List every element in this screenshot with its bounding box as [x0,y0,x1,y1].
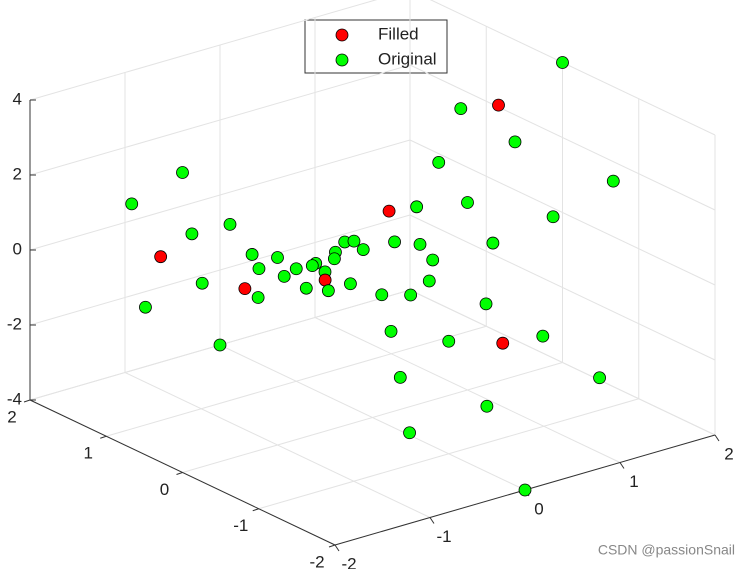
y-tick [176,472,183,475]
y-tick [328,544,336,548]
point [195,276,209,290]
point [403,426,416,440]
point [185,227,199,241]
x-tick [429,517,435,524]
point [393,371,407,384]
point [454,102,468,116]
point [536,329,550,343]
y-tick [100,435,107,439]
legend-marker [335,53,349,67]
point [480,399,494,413]
point [422,274,436,288]
point [299,281,313,295]
y-tick-label: 0 [160,480,169,499]
grid-line [182,362,563,473]
point [479,297,493,311]
legend-box [304,19,448,74]
point [413,237,427,251]
point [327,252,341,266]
point [388,235,401,249]
point [382,204,396,218]
point [356,243,370,257]
x-tick-label: -2 [341,554,356,569]
y-tick [23,399,31,403]
grid-line [409,214,716,361]
z-tick-label: -2 [7,314,22,333]
point [556,56,569,69]
x-tick [619,462,625,469]
x-tick [714,434,720,442]
point [238,282,252,296]
y-tick [252,508,259,512]
y-tick-label: -1 [233,516,248,535]
grid-line [29,214,411,326]
grid-line [29,139,411,251]
point [496,336,510,350]
z-tick-label: 4 [13,89,22,108]
point [305,259,319,273]
point [252,262,266,276]
point [486,236,500,250]
z-tick-label: -4 [7,389,22,408]
point [223,217,237,231]
point [375,288,389,302]
point [518,483,532,497]
y-tick-label: 1 [84,444,93,463]
point [432,156,446,169]
z-tick-label: 2 [13,164,22,183]
point [125,197,139,211]
grid-line [29,0,378,101]
point [344,277,357,291]
point [593,371,606,385]
watermark: CSDN @passionSnail [598,542,735,558]
point [442,334,456,348]
point [546,210,560,224]
y-tick-label: -2 [309,552,324,569]
legend-label: Filled [378,24,419,43]
point [426,253,440,267]
grid-line [258,398,639,510]
x-tick [334,544,340,552]
point [347,234,361,248]
grid-line [106,325,487,437]
grid-line [409,139,716,286]
point [271,251,284,264]
grid-line [29,64,411,176]
x-tick-label: 2 [724,444,733,463]
point [508,135,522,149]
point [492,98,505,112]
point [176,166,189,179]
point [139,300,152,314]
legend-label: Original [378,49,437,68]
x-tick-label: -1 [436,527,451,546]
point [410,200,424,214]
point [213,338,227,352]
z-tick-label: 0 [13,239,22,258]
x-tick-label: 0 [534,499,543,518]
point [154,250,168,264]
point [606,174,620,188]
point [251,291,265,304]
point [384,324,398,338]
legend-marker [335,28,349,42]
grid-line [409,289,716,436]
point [289,262,303,276]
grid-line [409,64,716,211]
point [318,273,332,287]
point [404,288,418,302]
point [461,196,474,209]
point [277,269,291,283]
point [321,284,335,298]
y-tick-label: 2 [7,407,16,426]
point [245,248,259,261]
x-tick-label: 1 [629,472,638,491]
